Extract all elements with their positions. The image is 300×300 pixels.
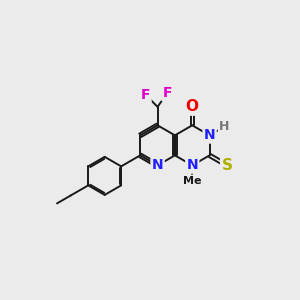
Text: F: F <box>163 86 172 100</box>
Text: Me: Me <box>183 176 202 186</box>
Text: H: H <box>219 120 230 134</box>
Text: N: N <box>152 158 164 172</box>
Text: N: N <box>186 158 198 172</box>
Text: F: F <box>141 88 150 102</box>
Text: S: S <box>221 158 233 173</box>
Text: N: N <box>204 128 215 142</box>
Text: O: O <box>186 99 199 114</box>
